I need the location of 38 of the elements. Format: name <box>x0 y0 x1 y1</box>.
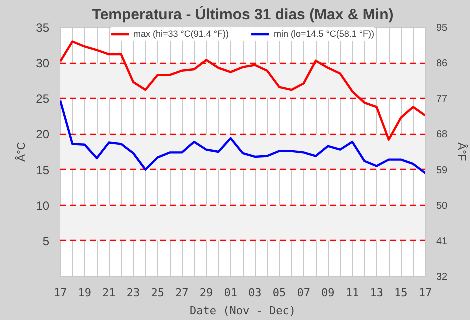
x-tick-label: 17 <box>54 286 68 300</box>
x-tick-label: 29 <box>200 286 214 300</box>
y2-tick-label: 41 <box>436 236 448 248</box>
y2-tick-label: 86 <box>436 58 448 70</box>
y-tick-label: 20 <box>36 128 50 142</box>
y-tick-label: 35 <box>36 21 50 35</box>
x-tick-label: 05 <box>272 286 286 300</box>
legend-label: min (lo=14.5 °C(58.1 °F)) <box>274 28 374 40</box>
x-tick-label: 25 <box>151 286 164 300</box>
y-tick-label: 10 <box>36 198 50 213</box>
x-tick-label: 03 <box>248 286 262 300</box>
y-axis-title: Â°C <box>15 142 28 162</box>
x-tick-label: 13 <box>370 286 384 300</box>
y2-tick-label: 95 <box>436 23 448 34</box>
line-series <box>60 100 426 174</box>
y2-tick-label: 68 <box>436 130 448 141</box>
x-axis-title: Date (Nov - Dec) <box>190 304 296 318</box>
chart-title: Temperatura - Últimos 31 dias (Max & Min) <box>92 6 394 24</box>
x-tick-label: 27 <box>176 286 189 300</box>
x-tick-label: 07 <box>297 286 310 300</box>
y2-tick-label: 32 <box>436 272 448 283</box>
y-tick-label: 5 <box>42 234 50 248</box>
x-tick-label: 23 <box>126 286 140 300</box>
x-tick-label: 09 <box>322 286 335 300</box>
y-tick-label: 15 <box>36 163 50 178</box>
y-tick-label: 25 <box>36 92 50 106</box>
y2-tick-label: 77 <box>436 94 448 106</box>
y2-tick-label: 59 <box>436 165 448 176</box>
x-tick-label: 15 <box>394 286 408 300</box>
legend-label: max (hi=33 °C(91.4 °F)) <box>134 28 229 40</box>
y2-tick-label: 50 <box>436 200 448 212</box>
x-tick-label: 01 <box>224 286 238 300</box>
x-tick-label: 17 <box>418 286 432 300</box>
x-tick-label: 21 <box>102 286 116 300</box>
x-tick-label: 11 <box>346 286 360 300</box>
y-tick-label: 30 <box>36 56 50 71</box>
y2-axis-title: Â°F <box>456 142 469 162</box>
x-tick-label: 19 <box>78 286 92 300</box>
